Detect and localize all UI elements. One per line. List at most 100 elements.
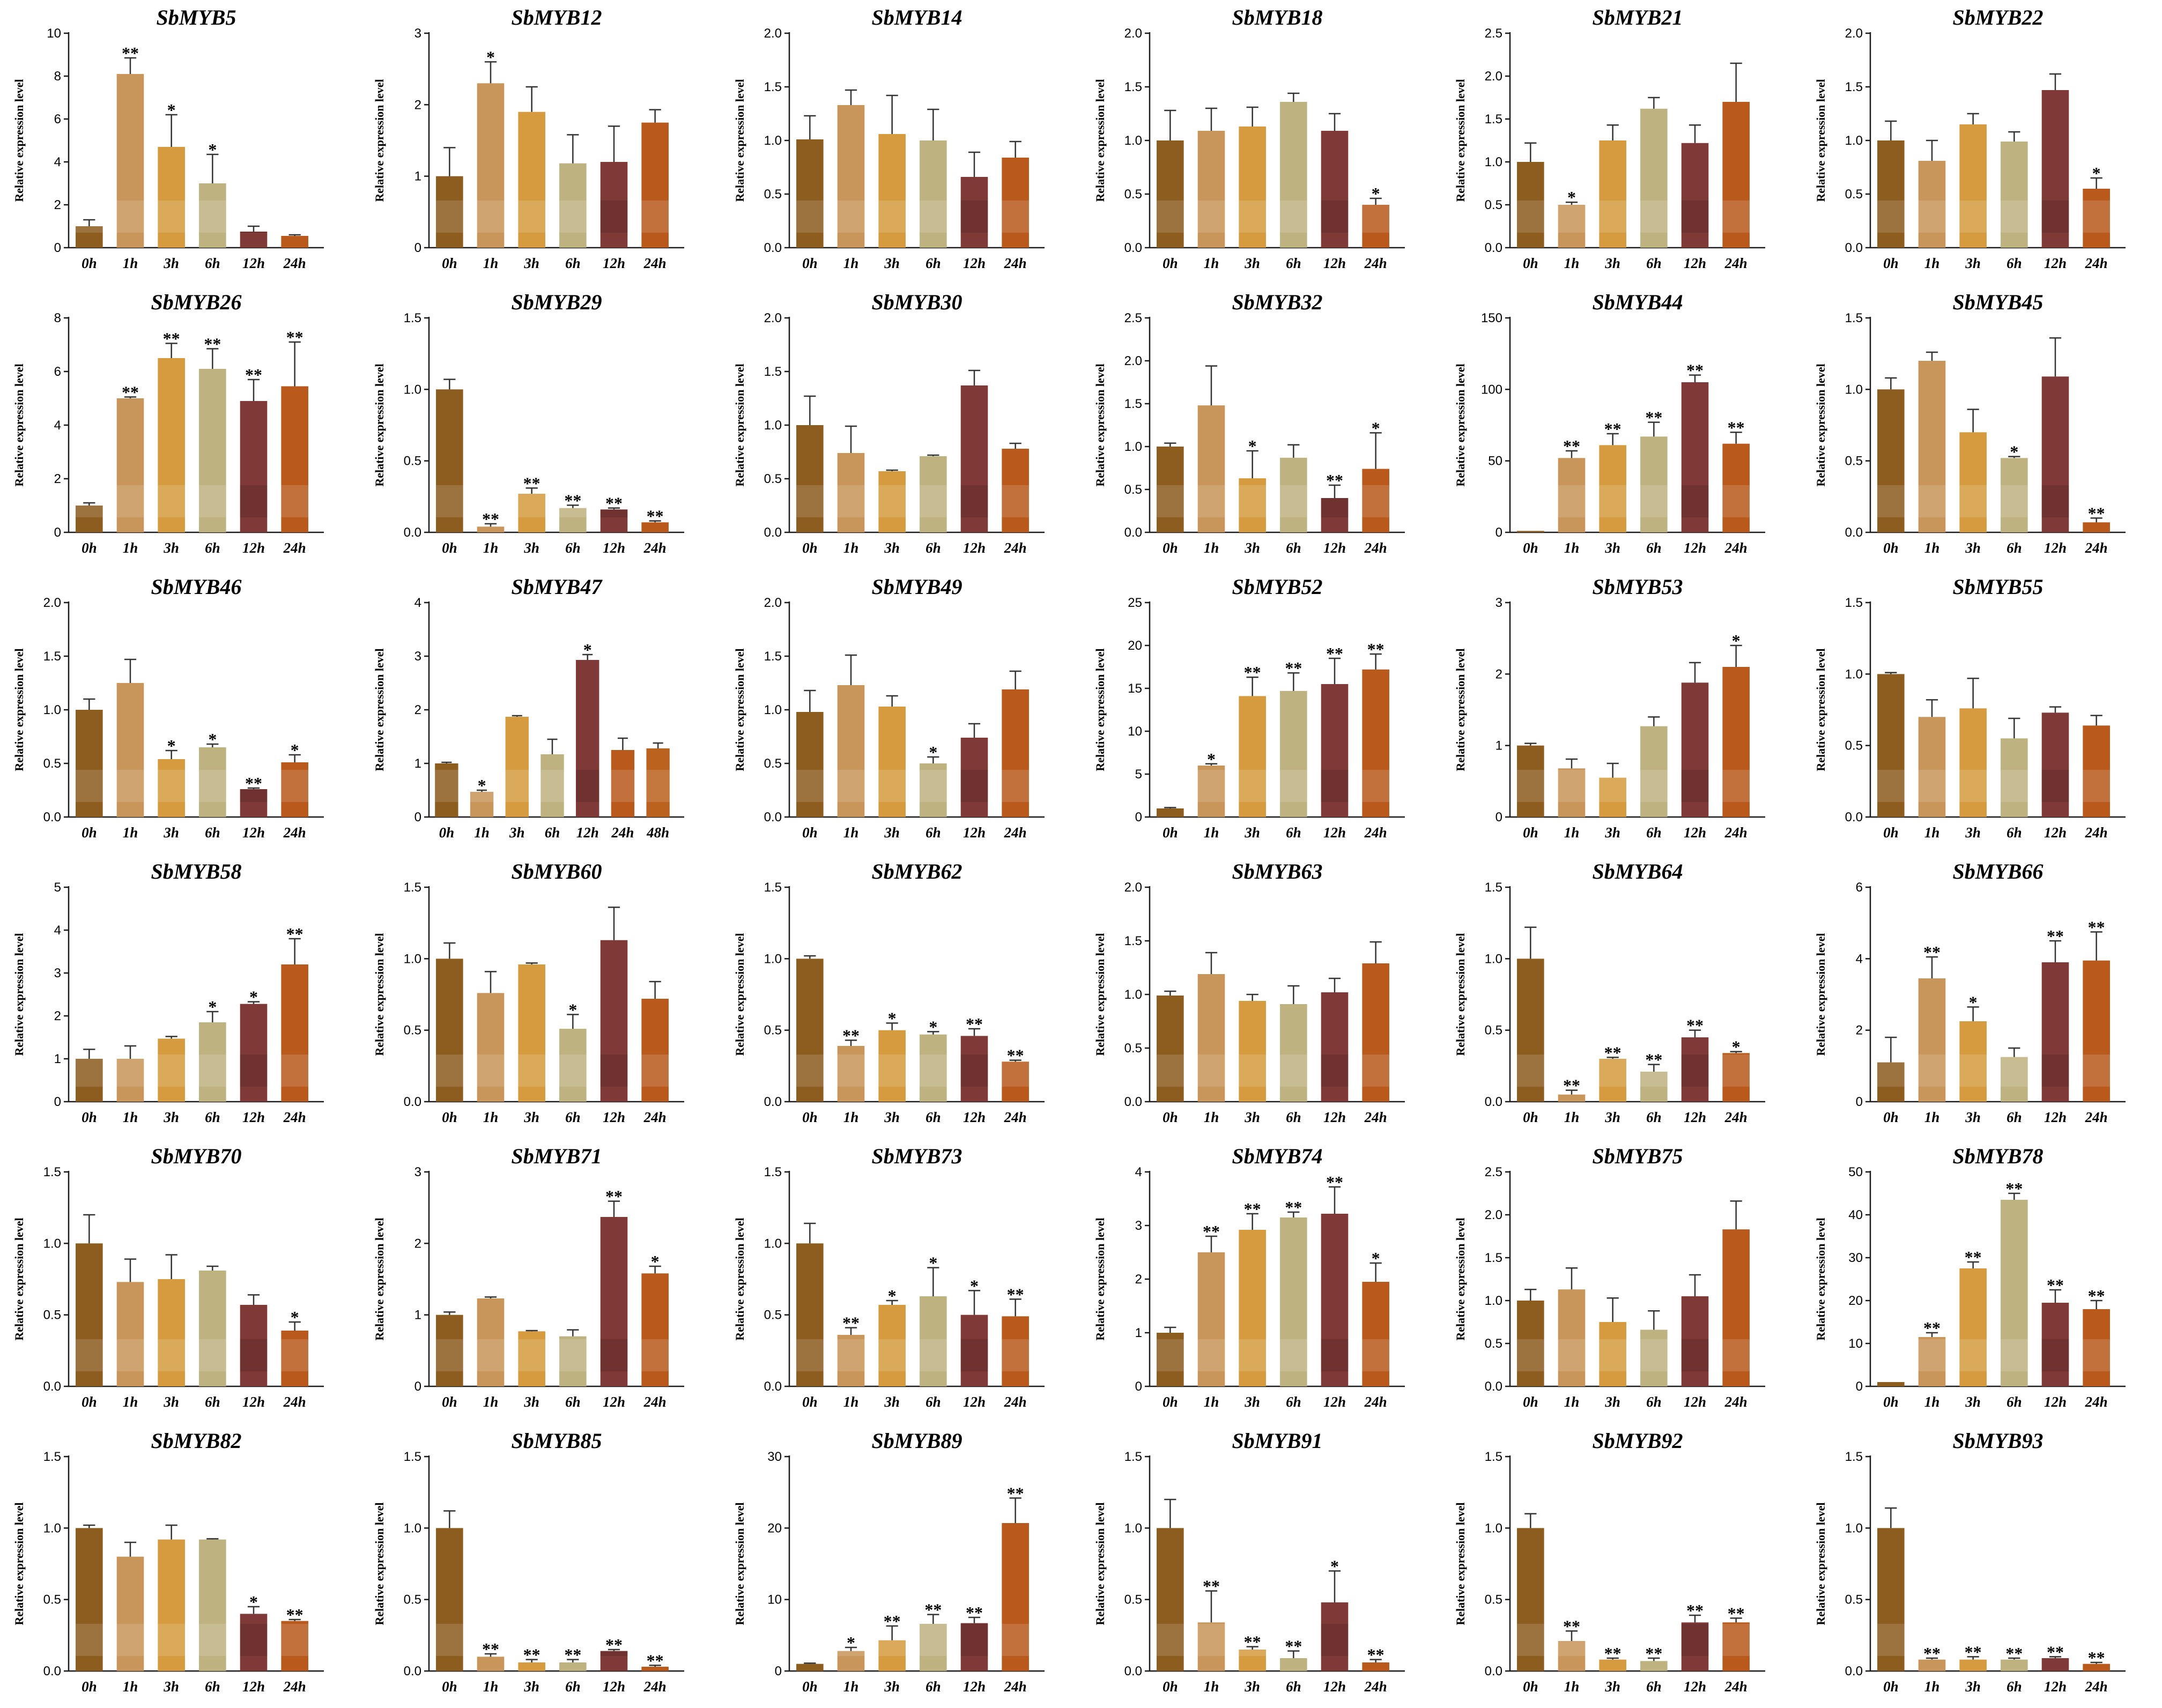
- significance-label: *: [1372, 418, 1380, 437]
- significance-label: *: [1372, 1249, 1380, 1268]
- bar-shade: [76, 1624, 103, 1656]
- chart-sbmyb45: SbMYB45 Relative expression level 0.0 0.5 1.…: [1814, 290, 2126, 556]
- chart-sbmyb14: SbMYB14 Relative expression level 0.0 0.5 1.…: [733, 5, 1045, 271]
- x-tick-label: 6h: [205, 1679, 220, 1695]
- y-tick-label: 2.5: [1485, 1165, 1502, 1179]
- bar-shade: [837, 485, 865, 517]
- x-tick-label: 6h: [1646, 255, 1662, 271]
- bar-3h: [518, 964, 545, 1102]
- x-tick-label: 0h: [802, 1109, 818, 1125]
- bar-shade: [76, 1059, 103, 1087]
- x-tick-label: 1h: [1204, 825, 1219, 841]
- significance-label: *: [208, 140, 217, 159]
- x-tick-label: 3h: [1604, 540, 1620, 556]
- significance-label: *: [291, 1308, 299, 1327]
- x-tick-label: 6h: [565, 255, 581, 271]
- bar-shade: [1321, 1054, 1349, 1087]
- x-tick-label: 24h: [2085, 825, 2108, 841]
- significance-label: *: [2092, 164, 2101, 183]
- bar-1h: [116, 1282, 144, 1386]
- x-tick-label: 1h: [1204, 1679, 1219, 1695]
- bar-1h: [116, 398, 144, 532]
- bar-shade: [116, 1059, 144, 1087]
- x-tick-label: 3h: [523, 1109, 539, 1125]
- significance-label: *: [1207, 749, 1216, 769]
- x-tick-label: 1h: [843, 1679, 859, 1695]
- x-tick-label: 0h: [1163, 1394, 1178, 1410]
- y-tick-label: 1.5: [1124, 1450, 1142, 1464]
- bar-6h: [1640, 1330, 1668, 1386]
- bar-3h: [1959, 124, 1987, 248]
- bar-1h: [1558, 1641, 1586, 1671]
- bar-shade: [1681, 1054, 1709, 1087]
- significance-label: *: [1372, 184, 1380, 203]
- bar-shade: [2041, 485, 2069, 517]
- chart-sbmyb91: SbMYB91 Relative expression level 0.0 0.5 1.…: [1093, 1429, 1405, 1695]
- x-tick-label: 1h: [843, 1394, 859, 1410]
- y-tick-label: 2: [1135, 1272, 1142, 1287]
- bar-shade: [1280, 1339, 1307, 1371]
- bar-0h: [796, 959, 824, 1102]
- x-tick-label: 12h: [963, 1109, 986, 1125]
- bar-0h: [435, 763, 458, 817]
- bar-shade: [1321, 770, 1349, 802]
- bar-shade: [1321, 1339, 1349, 1371]
- x-tick-label: 6h: [925, 540, 941, 556]
- y-tick-label: 0.0: [404, 525, 421, 540]
- y-tick-label: 0.5: [764, 1023, 782, 1038]
- bar-shade: [1239, 200, 1266, 233]
- bar-shade: [878, 485, 906, 517]
- bar-3h: [158, 147, 185, 248]
- x-tick-label: 3h: [884, 1394, 900, 1410]
- x-tick-label: 24h: [1724, 825, 1748, 841]
- bar-shade: [600, 1651, 628, 1656]
- bar-shade: [1280, 770, 1307, 802]
- y-tick-label: 4: [54, 418, 61, 433]
- chart-title: SbMYB82: [151, 1429, 242, 1453]
- bar-6h: [1640, 436, 1668, 532]
- y-tick-label: 0: [54, 525, 61, 540]
- bar-shade: [1517, 770, 1544, 802]
- bar-shade: [611, 770, 635, 802]
- bar-shade: [1877, 1624, 1905, 1656]
- y-tick-label: 2: [414, 1236, 421, 1251]
- x-tick-label: 0h: [82, 255, 97, 271]
- y-tick-label: 20: [1128, 638, 1142, 653]
- bar-shade: [1239, 485, 1266, 517]
- x-tick-label: 0h: [1883, 255, 1899, 271]
- bar-24h: [641, 522, 669, 532]
- x-tick-label: 12h: [603, 1679, 625, 1695]
- y-tick-label: 15: [1128, 681, 1142, 696]
- x-tick-label: 1h: [1204, 1394, 1219, 1410]
- bar-24h: [641, 1273, 669, 1386]
- x-tick-label: 12h: [1323, 1679, 1346, 1695]
- y-tick-label: 0.0: [764, 1095, 782, 1109]
- bar-shade: [1640, 1072, 1668, 1087]
- x-tick-label: 0h: [802, 540, 818, 556]
- bar-shade: [600, 1339, 628, 1371]
- bar-3h: [878, 1640, 906, 1671]
- x-tick-label: 1h: [123, 825, 138, 841]
- bar-shade: [116, 770, 144, 802]
- bar-shade: [878, 1640, 906, 1656]
- y-tick-label: 0.5: [1124, 187, 1142, 202]
- significance-label: *: [2010, 442, 2018, 462]
- chart-title: SbMYB73: [872, 1144, 962, 1168]
- y-tick-label: 0.5: [43, 1593, 61, 1607]
- bar-shade: [1599, 1059, 1626, 1087]
- y-tick-label: 1.0: [1485, 1521, 1502, 1535]
- bar-0h: [1877, 389, 1905, 532]
- y-tick-label: 2.0: [1485, 1208, 1502, 1222]
- bar-shade: [796, 1339, 824, 1371]
- y-tick-label: 0.5: [1845, 454, 1863, 469]
- y-axis-label: Relative expression level: [1093, 1217, 1107, 1340]
- bar-0h: [1157, 1333, 1184, 1386]
- chart-title: SbMYB32: [1232, 290, 1323, 314]
- x-tick-label: 3h: [1965, 1679, 1981, 1695]
- y-tick-label: 0.0: [43, 1664, 61, 1679]
- bar-12h: [1321, 1602, 1349, 1671]
- chart-sbmyb32: SbMYB32 Relative expression level 0.0 0.5 1.…: [1093, 290, 1405, 556]
- x-tick-label: 24h: [283, 255, 306, 271]
- chart-title: SbMYB44: [1593, 290, 1683, 314]
- x-tick-label: 12h: [2044, 825, 2067, 841]
